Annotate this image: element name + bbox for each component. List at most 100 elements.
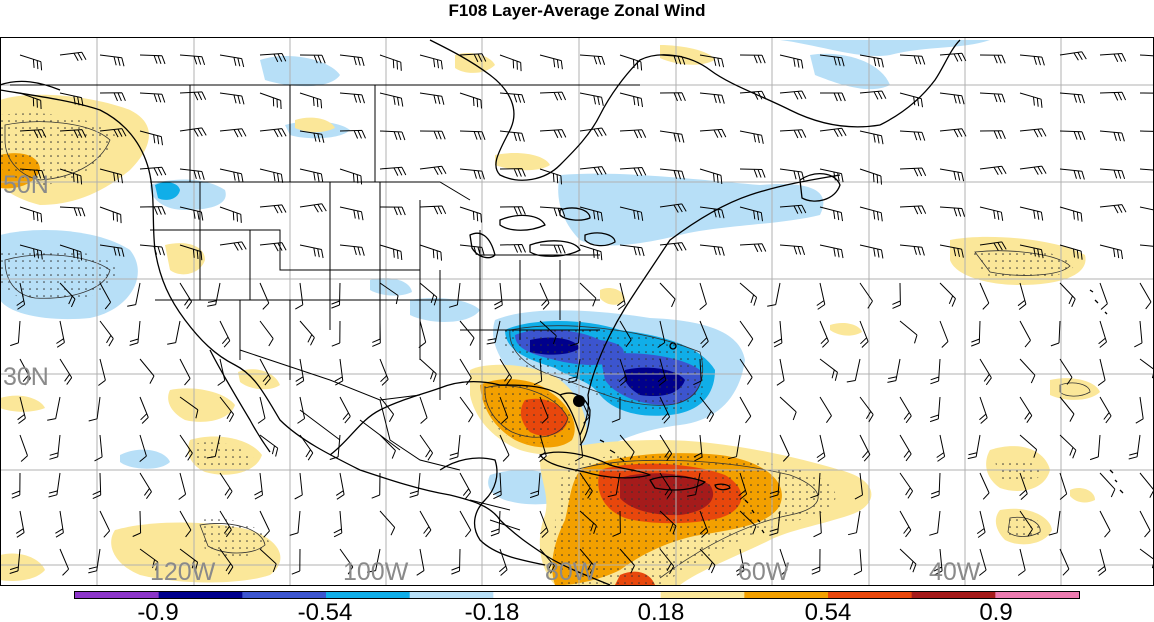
map-title: F108 Layer-Average Zonal Wind bbox=[448, 1, 706, 20]
wind-barb bbox=[416, 548, 425, 576]
wind-barb bbox=[132, 510, 142, 537]
wind-barb bbox=[419, 92, 445, 105]
wind-barb bbox=[739, 90, 767, 100]
wind-barb bbox=[611, 396, 621, 423]
wind-barb bbox=[419, 358, 437, 383]
wind-barb bbox=[853, 548, 863, 576]
colorbar-tick-0-9: 0.9 bbox=[979, 599, 1012, 622]
wind-barb bbox=[929, 510, 941, 536]
wind-barb bbox=[339, 168, 363, 185]
wind-barb bbox=[1139, 92, 1154, 95]
axis-labels: 50N 30N 120W 100W 80W 60W 40W bbox=[3, 171, 981, 586]
wind-barb bbox=[367, 548, 381, 573]
lon-label-60w: 60W bbox=[738, 558, 790, 586]
wind-barb bbox=[1019, 244, 1044, 259]
wind-barb bbox=[1059, 168, 1085, 180]
wind-barb bbox=[899, 472, 914, 499]
wind-barb bbox=[219, 206, 242, 223]
wind-barb bbox=[1139, 282, 1152, 310]
lon-label-120w: 120W bbox=[150, 558, 216, 586]
lon-label-100w: 100W bbox=[343, 558, 409, 586]
wind-barb bbox=[1139, 168, 1154, 172]
wind-barb bbox=[939, 244, 964, 258]
wind-barb bbox=[539, 91, 567, 101]
wind-barb bbox=[254, 472, 263, 500]
wind-barb bbox=[699, 282, 707, 310]
wind-barb bbox=[539, 320, 557, 345]
wind-barb bbox=[899, 396, 912, 424]
wind-barb bbox=[499, 54, 522, 72]
wind-barb bbox=[899, 244, 925, 256]
wind-barb bbox=[219, 92, 245, 105]
wind-barb bbox=[1135, 396, 1144, 424]
wind-barb bbox=[259, 282, 270, 310]
wind-barb bbox=[659, 242, 687, 252]
wind-barb bbox=[859, 54, 884, 68]
wind-barb bbox=[1019, 206, 1044, 221]
wind-barb bbox=[179, 358, 191, 386]
wind-barb bbox=[1134, 320, 1143, 348]
wind-barb bbox=[11, 472, 21, 499]
wind-barb bbox=[579, 472, 593, 499]
wind-barb bbox=[779, 54, 804, 69]
wind-barb bbox=[259, 320, 274, 347]
wind-barb bbox=[570, 320, 581, 347]
colorbar-swatch bbox=[660, 592, 745, 598]
wind-barb bbox=[179, 548, 199, 571]
wind-barb bbox=[219, 241, 247, 251]
wind-barb bbox=[618, 358, 628, 386]
wind-barb bbox=[776, 358, 785, 386]
wind-barb bbox=[979, 396, 988, 424]
wind-barb bbox=[693, 434, 703, 462]
political-boundaries bbox=[10, 84, 640, 531]
wind-barb bbox=[409, 472, 421, 498]
wind-barb bbox=[1099, 168, 1126, 180]
wind-barb bbox=[659, 54, 686, 65]
wind-barb bbox=[859, 206, 883, 222]
wind-barb bbox=[459, 92, 482, 109]
wind-barb bbox=[289, 510, 301, 536]
wind-barb bbox=[206, 434, 221, 459]
wind-barb bbox=[339, 244, 365, 256]
wind-barb bbox=[859, 90, 887, 100]
wind-barb bbox=[739, 320, 754, 347]
wind-barb bbox=[979, 472, 990, 500]
wind-barb bbox=[819, 54, 845, 67]
wind-barb bbox=[1019, 54, 1045, 66]
wind-barb bbox=[459, 396, 474, 423]
wind-barb bbox=[659, 282, 676, 308]
wind-barb bbox=[739, 282, 758, 306]
wind-barb bbox=[259, 92, 282, 110]
wind-barb bbox=[499, 434, 510, 462]
wind-barb bbox=[1059, 130, 1086, 141]
wind-barb bbox=[939, 92, 965, 105]
wind-barb bbox=[899, 54, 926, 65]
wind-barb bbox=[659, 168, 685, 180]
wind-barb bbox=[739, 54, 766, 64]
wind-barb bbox=[139, 206, 166, 215]
wind-barb bbox=[659, 434, 673, 461]
wind-barb bbox=[1048, 510, 1061, 536]
wind-barb bbox=[699, 128, 727, 138]
wind-barb bbox=[1139, 54, 1154, 58]
wind-barb bbox=[567, 358, 581, 384]
wind-barb bbox=[219, 510, 232, 538]
wind-barb bbox=[899, 92, 923, 108]
wind-barb bbox=[1099, 244, 1123, 260]
colorbar-tick-neg-0-18: -0.18 bbox=[465, 599, 520, 622]
wind-barb bbox=[859, 244, 884, 259]
wind-barb bbox=[459, 206, 482, 223]
wind-barb bbox=[779, 129, 807, 139]
wind-barb bbox=[539, 282, 550, 310]
wind-barb bbox=[334, 358, 344, 386]
wind-barb bbox=[859, 434, 871, 462]
colorbar-swatch bbox=[158, 592, 243, 598]
wind-barb bbox=[127, 282, 141, 307]
colorbar-tick-0-18: 0.18 bbox=[638, 599, 685, 622]
wind-barb bbox=[333, 510, 343, 538]
wind-barb bbox=[339, 54, 365, 67]
wind-barb bbox=[819, 244, 844, 259]
wind-barb bbox=[129, 320, 141, 346]
wind-barb bbox=[739, 168, 766, 178]
lon-label-80w: 80W bbox=[545, 558, 597, 586]
